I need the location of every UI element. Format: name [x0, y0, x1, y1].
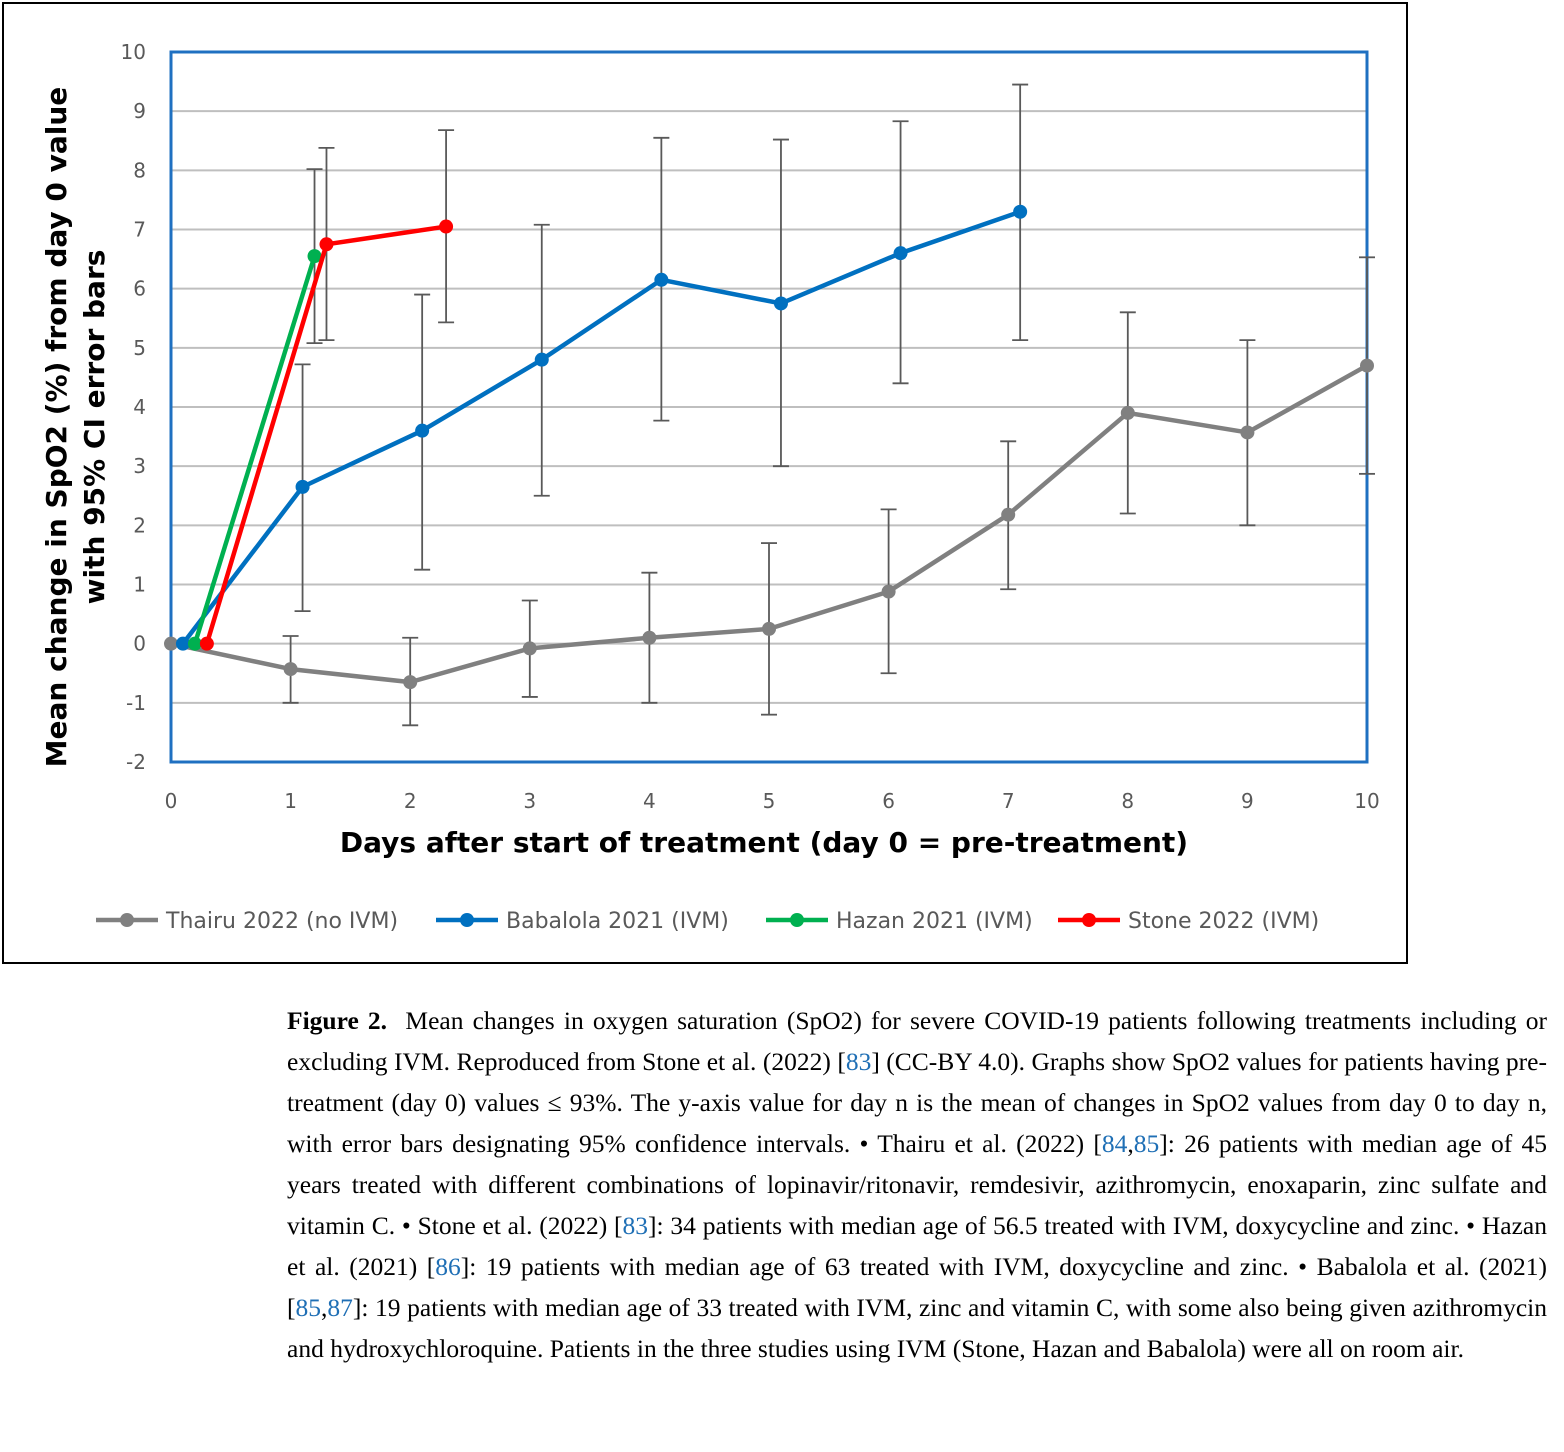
caption-comma: ,: [321, 1293, 328, 1322]
caption-comma: ,: [1127, 1129, 1134, 1158]
y-tick-label: -1: [126, 691, 146, 715]
x-axis-title: Days after start of treatment (day 0 = p…: [340, 826, 1188, 859]
data-point: [199, 636, 214, 651]
data-point: [534, 352, 549, 367]
data-point: [1001, 507, 1016, 522]
y-tick-label: 2: [133, 513, 146, 537]
x-tick-label: 3: [523, 789, 536, 813]
legend-item: Babalola 2021 (IVM): [436, 909, 729, 934]
x-tick-label: 2: [404, 789, 417, 813]
x-tick-label: 0: [165, 789, 178, 813]
data-point: [881, 584, 896, 599]
x-tick-label: 8: [1121, 789, 1134, 813]
data-point: [319, 237, 334, 252]
gridlines: [171, 110, 1367, 704]
series-line: [181, 209, 1021, 646]
x-tick-label: 10: [1354, 789, 1379, 813]
legend-label: Hazan 2021 (IVM): [836, 909, 1033, 934]
caption-text-1: Mean changes in oxygen saturation (SpO2)…: [287, 1006, 1547, 1076]
citation-link[interactable]: 83: [622, 1211, 649, 1240]
figure-label: Figure 2.: [287, 1006, 388, 1035]
series: [187, 168, 323, 651]
y-tick-label: 7: [133, 218, 146, 242]
y-axis-title-line-1: Mean change in SpO2 (%) from day 0 value: [40, 87, 73, 768]
series: [199, 129, 455, 651]
series: [175, 83, 1029, 651]
legend-swatch-marker: [120, 913, 134, 927]
y-tick-label: 9: [133, 99, 146, 123]
caption-text-4: ]: 34 patients with median age of 56.5 t…: [287, 1211, 1547, 1281]
figure-caption: Figure 2. Mean changes in oxygen saturat…: [287, 1000, 1547, 1369]
data-point: [1360, 358, 1374, 373]
caption-text-6: ]: 19 patients with median age of 33 tre…: [287, 1293, 1547, 1363]
legend-label: Stone 2022 (IVM): [1128, 909, 1319, 934]
data-point: [654, 272, 669, 287]
y-tick-label: 8: [133, 158, 146, 182]
citation-link[interactable]: 83: [845, 1047, 872, 1076]
caption-text-2: ] (CC-BY 4.0). Graphs show SpO2 values f…: [287, 1047, 1547, 1158]
y-tick-label: -2: [126, 750, 146, 774]
data-point: [1120, 405, 1135, 420]
legend: Thairu 2022 (no IVM) Babalola 2021 (IVM) H…: [96, 909, 1319, 934]
data-point: [893, 246, 908, 261]
line-chart: -2 -1 0 1 2 3 4 5 6 7 8 9 10 0 1 2 3 4 5 6 7 8 9 10 Mean chang…: [40, 40, 1380, 934]
citation-link[interactable]: 87: [327, 1293, 353, 1322]
data-point: [522, 641, 537, 656]
data-point: [295, 479, 310, 494]
legend-swatch-marker: [1082, 913, 1096, 927]
data-point: [762, 621, 776, 636]
data-point: [1013, 204, 1028, 219]
data-point: [403, 675, 418, 690]
y-tick-label: 6: [133, 277, 146, 301]
data-point: [164, 636, 178, 651]
data-point: [307, 249, 322, 264]
legend-item: Thairu 2022 (no IVM): [96, 909, 398, 934]
data-point: [187, 636, 202, 651]
y-tick-label: 3: [133, 454, 146, 478]
data-point: [175, 636, 190, 651]
series: [164, 256, 1375, 727]
y-tick-label: 0: [133, 632, 146, 656]
y-axis-title-line-2: with 95% CI error bars: [78, 250, 111, 605]
data-point: [415, 423, 430, 438]
series-line: [192, 255, 317, 645]
data-point: [642, 630, 657, 645]
x-tick-label: 4: [643, 789, 656, 813]
data-point: [1240, 425, 1255, 440]
citation-link[interactable]: 85: [1133, 1129, 1160, 1158]
caption-text-3: ]: 26 patients with median age of 45 yea…: [287, 1129, 1547, 1240]
legend-label: Thairu 2022 (no IVM): [165, 909, 398, 934]
data-point: [439, 219, 454, 234]
citation-link[interactable]: 85: [295, 1293, 322, 1322]
series-group: [164, 83, 1375, 727]
y-tick-label: 5: [133, 336, 146, 360]
x-tick-label: 7: [1002, 789, 1015, 813]
y-tick-label: 4: [133, 395, 146, 419]
legend-swatch-marker: [790, 913, 804, 927]
x-tick-label: 9: [1241, 789, 1254, 813]
chart-frame: -2 -1 0 1 2 3 4 5 6 7 8 9 10 0 1 2 3 4 5 6 7 8 9 10 Mean chang…: [2, 2, 1408, 964]
citation-link[interactable]: 84: [1101, 1129, 1128, 1158]
x-tick-label: 5: [763, 789, 776, 813]
x-tick-label: 1: [284, 789, 297, 813]
citation-link[interactable]: 86: [435, 1252, 461, 1281]
legend-label: Babalola 2021 (IVM): [506, 909, 729, 934]
y-tick-label: 1: [133, 573, 146, 597]
data-point: [283, 662, 298, 677]
y-axis-ticks: -2 -1 0 1 2 3 4 5 6 7 8 9 10: [121, 40, 146, 774]
legend-item: Stone 2022 (IVM): [1058, 909, 1319, 934]
y-tick-label: 10: [121, 40, 146, 64]
legend-swatch-marker: [460, 913, 474, 927]
legend-item: Hazan 2021 (IVM): [766, 909, 1033, 934]
x-tick-label: 6: [882, 789, 895, 813]
data-point: [773, 296, 788, 311]
caption-text-5: ]: 19 patients with median age of 63 tre…: [287, 1252, 1547, 1322]
x-axis-ticks: 0 1 2 3 4 5 6 7 8 9 10: [165, 789, 1380, 813]
